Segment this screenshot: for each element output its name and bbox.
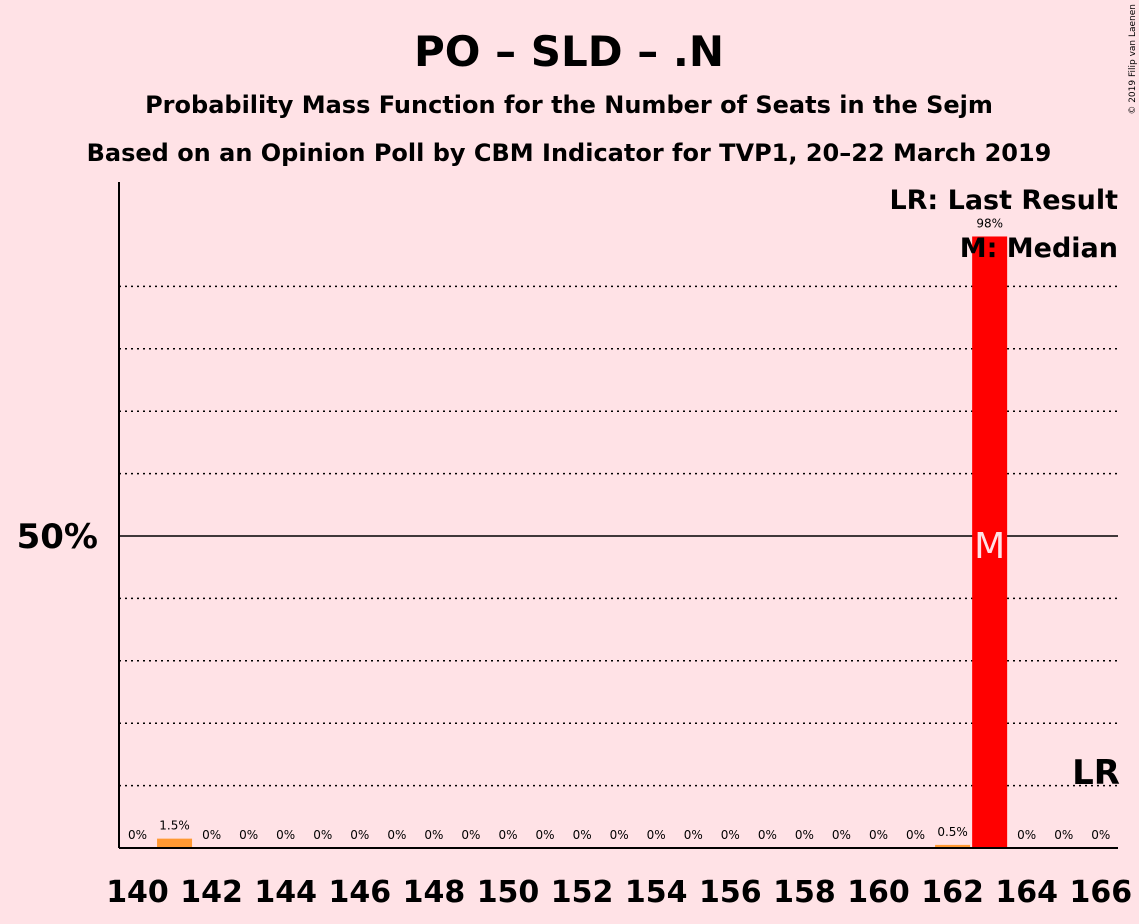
median-marker: M bbox=[974, 526, 1005, 567]
bar-162 bbox=[935, 844, 971, 848]
bar-labels: 0% 1.5% 0% 0% 0% 0% 0% 0% 0% 0% 0% 0% 0% 0% 0% 0% 0% 0% 0%… bbox=[128, 216, 1110, 842]
x-tick-140: 140 bbox=[106, 875, 169, 910]
legend-median: M: Median bbox=[960, 233, 1118, 264]
x-tick-144: 144 bbox=[254, 875, 317, 910]
x-tick-150: 150 bbox=[477, 875, 540, 910]
last-result-marker: LR bbox=[1072, 753, 1120, 793]
bar-label-157: 0% bbox=[758, 828, 777, 842]
y-tick-50: 50% bbox=[17, 517, 98, 557]
x-tick-160: 160 bbox=[847, 875, 910, 910]
bar-label-144: 0% bbox=[276, 828, 295, 842]
bar-label-151: 0% bbox=[536, 828, 555, 842]
bar-label-148: 0% bbox=[424, 828, 443, 842]
gridlines bbox=[119, 285, 1118, 787]
bar-label-161: 0% bbox=[906, 828, 925, 842]
legend-last-result: LR: Last Result bbox=[889, 185, 1118, 216]
chart-subtitle-2: Based on an Opinion Poll by CBM Indicato… bbox=[87, 139, 1052, 167]
bar-label-165: 0% bbox=[1054, 828, 1073, 842]
x-tick-148: 148 bbox=[403, 875, 466, 910]
axes: 50% bbox=[17, 182, 1118, 849]
x-tick-142: 142 bbox=[180, 875, 243, 910]
bar-label-145: 0% bbox=[313, 828, 332, 842]
bar-label-149: 0% bbox=[461, 828, 480, 842]
bars bbox=[157, 236, 1008, 849]
bar-label-160: 0% bbox=[869, 828, 888, 842]
bar-163 bbox=[972, 236, 1008, 849]
bar-label-155: 0% bbox=[684, 828, 703, 842]
bar-141 bbox=[157, 838, 193, 848]
bar-label-164: 0% bbox=[1017, 828, 1036, 842]
x-tick-164: 164 bbox=[995, 875, 1058, 910]
bar-label-152: 0% bbox=[573, 828, 592, 842]
bar-label-140: 0% bbox=[128, 828, 147, 842]
bar-label-141: 1.5% bbox=[159, 819, 190, 833]
bar-label-147: 0% bbox=[387, 828, 406, 842]
bar-label-159: 0% bbox=[832, 828, 851, 842]
bar-label-150: 0% bbox=[498, 828, 517, 842]
x-tick-152: 152 bbox=[551, 875, 614, 910]
x-tick-156: 156 bbox=[699, 875, 762, 910]
bar-label-162: 0.5% bbox=[937, 825, 968, 839]
copyright-note: © 2019 Filip van Laenen bbox=[1128, 4, 1138, 115]
x-tick-158: 158 bbox=[773, 875, 836, 910]
bar-label-154: 0% bbox=[647, 828, 666, 842]
bar-label-156: 0% bbox=[721, 828, 740, 842]
chart-title: PO – SLD – .N bbox=[414, 27, 724, 76]
bar-label-143: 0% bbox=[239, 828, 258, 842]
markers: M LR bbox=[974, 526, 1120, 793]
bar-label-146: 0% bbox=[350, 828, 369, 842]
x-tick-166: 166 bbox=[1069, 875, 1132, 910]
x-tick-154: 154 bbox=[625, 875, 688, 910]
chart-subtitle-1: Probability Mass Function for the Number… bbox=[145, 91, 993, 119]
x-tick-162: 162 bbox=[921, 875, 984, 910]
x-tick-146: 146 bbox=[328, 875, 391, 910]
bar-label-153: 0% bbox=[610, 828, 629, 842]
bar-label-163: 98% bbox=[976, 216, 1003, 230]
bar-label-158: 0% bbox=[795, 828, 814, 842]
x-tick-labels: 140 142 144 146 148 150 152 154 156 158 160 162 164 1… bbox=[106, 875, 1132, 910]
bar-label-142: 0% bbox=[202, 828, 221, 842]
bar-label-166: 0% bbox=[1091, 828, 1110, 842]
